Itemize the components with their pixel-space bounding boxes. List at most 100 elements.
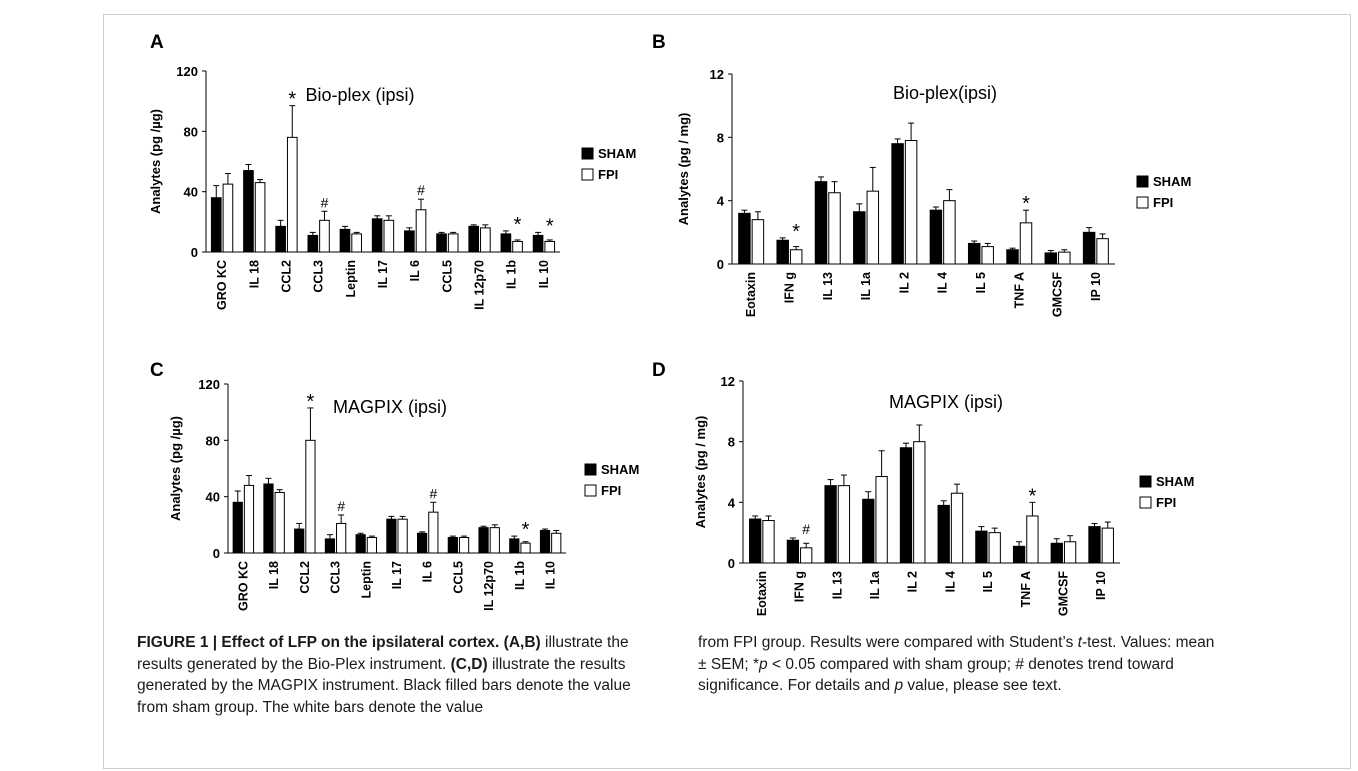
x-tick-label-b-ip-10: IP 10: [1089, 272, 1103, 301]
bar-b-fpi-gmcsf: [1058, 251, 1071, 265]
caption-text-3: from FPI group. Results were compared wi…: [698, 634, 1074, 651]
significance-a-il-1b: *: [514, 214, 522, 236]
x-tick-label-c-il-17: IL 17: [390, 561, 404, 589]
panel-letter-b: B: [652, 32, 666, 53]
legend-swatch-a-sham: [581, 147, 594, 160]
x-tick-label-d-ip-10: IP 10: [1094, 571, 1108, 600]
bar-a-sham-gro-kc: [210, 197, 222, 253]
y-tick-label-a-120: 120: [176, 64, 198, 79]
significance-c-ccl3: #: [337, 498, 345, 514]
bar-b-sham-il-13: [814, 181, 828, 265]
y-tick-label-d-12: 12: [721, 374, 735, 389]
legend-label-d-sham: SHAM: [1156, 474, 1194, 489]
significance-c-il-1b: *: [522, 519, 530, 541]
significance-a-il-6: #: [417, 182, 425, 198]
bar-b-sham-eotaxin: [738, 212, 751, 265]
chart-title-d: MAGPIX (ipsi): [889, 392, 1003, 412]
bar-a-fpi-il-10: [544, 240, 556, 253]
x-tick-label-d-eotaxin: Eotaxin: [755, 571, 769, 616]
bar-a-sham-il-12p70: [468, 225, 480, 253]
bar-d-sham-tnf-a: [1012, 545, 1026, 564]
y-tick-label-d-8: 8: [728, 435, 735, 450]
x-tick-label-b-ifn-g: IFN g: [782, 272, 796, 303]
x-tick-label-c-il-6: IL 6: [421, 561, 435, 582]
bar-d-fpi-eotaxin: [762, 520, 775, 564]
x-tick-label-b-il-2: IL 2: [897, 272, 911, 293]
bar-a-sham-il-17: [371, 218, 383, 253]
bar-a-sham-il-18: [243, 170, 254, 253]
bar-c-sham-gro-kc: [232, 501, 243, 554]
caption-cd-ref: (C,D): [450, 655, 488, 673]
bar-c-sham-il-6: [417, 532, 428, 554]
bar-b-fpi-il-13: [828, 192, 841, 265]
bar-b-sham-ifn-g: [776, 239, 789, 265]
figure-frame: [103, 14, 1351, 769]
caption-text-1: illustrate the results generated by the …: [137, 634, 629, 673]
caption-label: FIGURE 1 | Effect of LFP on the ipsilate…: [137, 634, 500, 651]
bar-c-fpi-il-18: [274, 491, 285, 554]
x-tick-label-a-il-1b: IL 1b: [505, 260, 519, 289]
x-tick-label-d-tnf-a: TNF A: [1019, 571, 1033, 607]
caption-text-4: -test. Values: mean ± SEM; *: [698, 634, 1215, 673]
significance-a-ccl3: #: [321, 194, 329, 210]
figure-caption-left: FIGURE 1 | Effect of LFP on the ipsilate…: [137, 632, 657, 718]
bar-a-sham-il-1b: [500, 233, 512, 253]
x-tick-label-d-il-4: IL 4: [943, 571, 957, 592]
x-tick-label-c-leptin: Leptin: [359, 561, 373, 599]
bar-b-sham-il-2: [891, 143, 904, 265]
x-tick-label-a-ccl3: CCL3: [312, 260, 326, 293]
y-tick-label-c-120: 120: [198, 377, 220, 392]
bar-a-fpi-ccl2: [286, 136, 298, 253]
y-tick-label-c-0: 0: [213, 546, 220, 561]
significance-b-tnf-a: *: [1022, 193, 1030, 215]
bar-a-sham-il-10: [532, 234, 544, 253]
x-tick-label-c-il-10: IL 10: [544, 561, 558, 589]
chart-title-c: MAGPIX (ipsi): [333, 397, 447, 417]
panel-letter-d: D: [652, 360, 666, 381]
significance-d-ifn-g: #: [802, 521, 810, 537]
caption-t-italic: t: [1077, 634, 1082, 651]
bar-b-fpi-ip-10: [1096, 238, 1109, 265]
x-tick-label-d-il-1a: IL 1a: [868, 570, 882, 599]
x-tick-label-b-gmcsf: GMCSF: [1051, 272, 1065, 318]
bar-d-sham-eotaxin: [749, 518, 762, 564]
legend-swatch-a-fpi: [581, 168, 594, 181]
legend-swatch-c-sham: [584, 463, 597, 476]
bar-c-sham-ccl2: [294, 528, 305, 554]
bar-d-sham-il-4: [937, 504, 950, 564]
caption-text-6: value, please see text.: [907, 677, 1062, 694]
x-tick-label-a-leptin: Leptin: [344, 260, 358, 298]
bar-a-fpi-il-17: [383, 219, 395, 253]
legend-label-c-sham: SHAM: [601, 462, 639, 477]
bar-a-sham-ccl5: [436, 233, 447, 253]
x-tick-label-a-ccl5: CCL5: [440, 260, 454, 293]
bar-a-fpi-il-1b: [512, 240, 523, 253]
legend-label-c-fpi: FPI: [601, 483, 621, 498]
bar-b-fpi-il-2: [904, 140, 918, 265]
caption-p-italic: p: [759, 655, 768, 673]
bar-b-sham-il-1a: [853, 211, 866, 265]
bar-b-sham-ip-10: [1082, 231, 1096, 265]
caption-text-5: < 0.05 compared with sham group; # denot…: [698, 655, 1174, 695]
x-tick-label-d-il-13: IL 13: [830, 571, 844, 599]
bar-c-sham-il-12p70: [478, 527, 489, 554]
bar-c-fpi-leptin: [366, 537, 377, 554]
figure-caption-right: from FPI group. Results were compared wi…: [698, 632, 1218, 697]
x-tick-label-a-ccl2: CCL2: [279, 260, 293, 293]
legend-swatch-d-sham: [1139, 475, 1152, 488]
x-tick-label-a-il-17: IL 17: [376, 260, 390, 288]
significance-b-ifn-g: *: [792, 221, 800, 243]
bar-c-sham-ccl5: [447, 537, 458, 554]
legend-label-a-sham: SHAM: [598, 146, 636, 161]
bar-d-sham-il-5: [975, 530, 988, 564]
y-tick-label-d-4: 4: [728, 495, 736, 510]
y-tick-label-a-80: 80: [184, 124, 198, 139]
bar-d-fpi-il-2: [913, 441, 926, 564]
y-axis-label-d: Analytes (pg / mg): [693, 416, 708, 529]
bar-a-sham-ccl3: [307, 234, 319, 253]
significance-a-il-10: *: [546, 215, 554, 237]
bar-c-fpi-il-6: [428, 511, 439, 554]
